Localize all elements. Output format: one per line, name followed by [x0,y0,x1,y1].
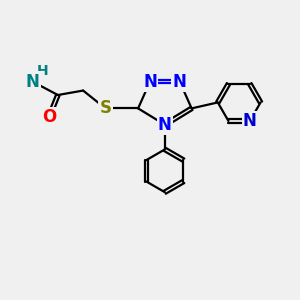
Text: O: O [42,108,56,126]
Text: N: N [243,112,257,130]
Text: S: S [99,99,111,117]
Text: N: N [173,73,187,91]
Text: H: H [37,64,49,78]
Text: N: N [143,73,157,91]
Text: N: N [158,116,172,134]
Text: N: N [26,73,40,91]
